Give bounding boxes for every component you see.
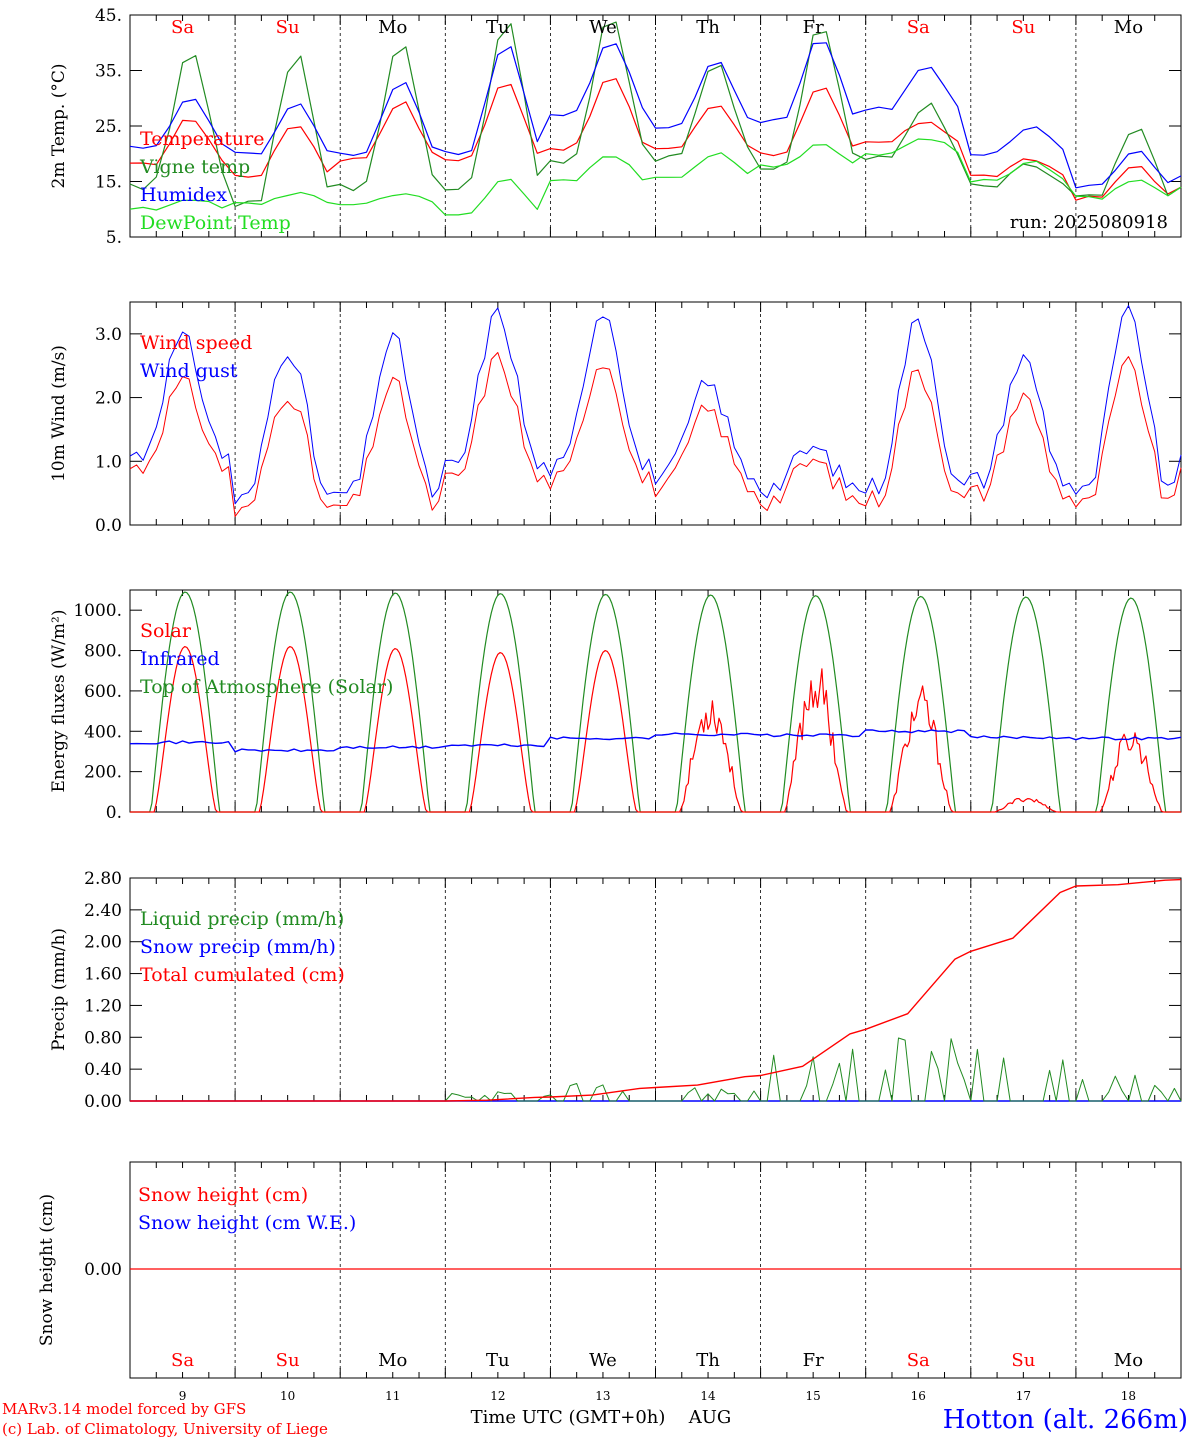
legend-entry: DewPoint Temp <box>140 212 291 234</box>
y-axis-label: 2m Temp. (°C) <box>49 63 69 188</box>
panel-precip: 0.00 0.40 0.80 1.20 1.60 2.00 2.40 2.80 Precip (… <box>49 869 1182 1112</box>
day-name: We <box>589 1350 617 1371</box>
day-number: 10 <box>280 1389 295 1403</box>
day-name: Fr <box>803 17 824 38</box>
legend-entry: Humidex <box>140 184 227 206</box>
legend-entry: Vigne temp <box>139 156 250 178</box>
y-tick-label: 0.80 <box>84 1028 122 1048</box>
footer: MARv3.14 model forced by GFS (c) Lab. of … <box>2 1400 1188 1438</box>
y-tick-label: 35. <box>95 62 122 82</box>
y-tick-label: 3.0 <box>95 325 122 345</box>
day-name: Su <box>1011 17 1035 38</box>
y-tick-label: 400. <box>84 722 122 742</box>
model-line: MARv3.14 model forced by GFS <box>2 1400 246 1418</box>
day-name: Mo <box>378 17 407 38</box>
legend-entry: Snow precip (mm/h) <box>140 936 336 958</box>
y-axis-label: Snow height (cm) <box>37 1194 57 1346</box>
legend-entry: Temperature <box>140 128 264 150</box>
day-name: Mo <box>378 1350 407 1371</box>
day-number: 14 <box>700 1389 716 1403</box>
day-name: Sa <box>171 1350 194 1371</box>
y-tick-label: 0. <box>106 803 122 823</box>
run-label: run: 2025080918 <box>1010 212 1168 233</box>
legend-entry: Infrared <box>140 648 220 670</box>
month-label: AUG <box>688 1407 732 1428</box>
time-axis-label: Time UTC (GMT+0h) <box>471 1407 666 1428</box>
y-tick-label: 0.00 <box>84 1260 122 1280</box>
series-line-solar <box>130 646 1181 813</box>
day-number: 18 <box>1121 1389 1136 1403</box>
panel-energy: 0. 200. 400. 600. 800. 1000.Energy fluxes (W/… <box>49 589 1182 823</box>
y-tick-label: 5. <box>106 228 122 248</box>
day-number: 13 <box>595 1389 610 1403</box>
y-tick-label: 200. <box>84 763 122 783</box>
day-name: Sa <box>171 17 194 38</box>
y-tick-label: 25. <box>95 117 122 137</box>
credit-line: (c) Lab. of Climatology, University of L… <box>2 1420 328 1438</box>
y-axis-label: 10m Wind (m/s) <box>49 345 69 482</box>
y-tick-label: 45. <box>95 6 122 26</box>
day-number: 9 <box>179 1389 187 1403</box>
legend-entry: Top of Atmosphere (Solar) <box>140 676 393 698</box>
panel-temperature: 5. 15. 25. 35. 45. 2m Temp. (°C) Temperature Vi… <box>49 6 1182 248</box>
day-number: 12 <box>490 1389 505 1403</box>
series-line-toa <box>130 591 1181 813</box>
legend-entry: Wind gust <box>140 360 238 382</box>
y-tick-label: 1.20 <box>84 996 122 1016</box>
legend-entry: Wind speed <box>140 332 252 354</box>
day-number: 15 <box>806 1389 821 1403</box>
y-tick-label: 600. <box>84 682 122 702</box>
station-label: Hotton (alt. 266m) <box>943 1405 1188 1435</box>
day-name: Su <box>276 1350 300 1371</box>
y-tick-label: 0.0 <box>95 516 122 536</box>
y-tick-label: 2.00 <box>84 933 122 953</box>
legend-entry: Liquid precip (mm/h) <box>140 908 344 930</box>
y-tick-label: 1.60 <box>84 965 122 985</box>
y-tick-label: 15. <box>95 173 122 193</box>
y-tick-label: 2.80 <box>84 869 122 889</box>
series-line-infrared <box>129 729 1182 753</box>
day-name: Sa <box>907 1350 930 1371</box>
day-name: Th <box>696 1350 720 1371</box>
day-name: Su <box>1011 1350 1035 1371</box>
y-tick-label: 2.0 <box>95 389 122 409</box>
series-line-1 <box>129 305 1182 505</box>
series-line-0 <box>129 352 1182 517</box>
day-number: 11 <box>385 1389 400 1403</box>
plot-frame <box>129 301 1182 526</box>
y-tick-label: 800. <box>84 642 122 662</box>
y-tick-label: 1000. <box>73 601 122 621</box>
series-line-total <box>130 878 1182 1102</box>
y-tick-label: 1.0 <box>95 452 122 472</box>
day-name: Th <box>696 17 720 38</box>
y-axis-label: Energy fluxes (W/m²) <box>49 610 69 793</box>
legend-entry: Total cumulated (cm) <box>140 964 345 986</box>
day-name: Tu <box>486 17 510 38</box>
day-number: 17 <box>1016 1389 1031 1403</box>
day-number: 16 <box>911 1389 926 1403</box>
legend-entry: Solar <box>140 620 192 642</box>
panel-snow: 0.00 Snow height (cm) Snow height (cm) Snow… <box>37 1161 1182 1403</box>
y-tick-label: 0.00 <box>84 1092 122 1112</box>
series-line-0 <box>129 78 1182 201</box>
series-line-1 <box>129 21 1182 208</box>
day-name: Fr <box>803 1350 824 1371</box>
series-line-2 <box>129 42 1182 189</box>
day-name: Mo <box>1114 17 1143 38</box>
y-tick-label: 2.40 <box>84 901 122 921</box>
day-name: Tu <box>486 1350 510 1371</box>
day-name: Mo <box>1114 1350 1143 1371</box>
legend-entry: Snow height (cm W.E.) <box>138 1212 356 1234</box>
day-name: We <box>589 17 617 38</box>
y-axis-label: Precip (mm/h) <box>49 928 69 1051</box>
day-name: Sa <box>907 17 930 38</box>
panel-wind: 0.0 1.0 2.0 3.0 10m Wind (m/s) Wind speed Wind… <box>49 301 1182 536</box>
y-tick-label: 0.40 <box>84 1060 122 1080</box>
series-line-3 <box>129 138 1182 216</box>
day-name: Su <box>276 17 300 38</box>
legend-entry: Snow height (cm) <box>138 1184 308 1206</box>
